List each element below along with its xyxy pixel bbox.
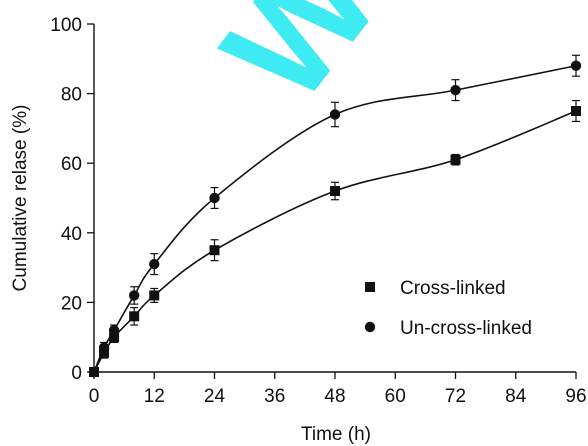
- series-1-point-5: [209, 192, 220, 204]
- series-0-point-6: [330, 186, 340, 197]
- y-axis-label: Cumulative relase (%): [10, 105, 31, 292]
- series-0-point-8: [571, 106, 581, 116]
- x-tick-label-12: 12: [144, 386, 165, 407]
- series-0: [89, 99, 581, 377]
- watermark-text: W: [191, 0, 411, 132]
- series-1-point-4: [149, 258, 160, 270]
- legend-label-0: Cross-linked: [400, 278, 506, 299]
- series-0-point-7: [450, 154, 461, 165]
- series-1-point-3: [128, 290, 140, 301]
- series-0-point-4: [149, 290, 160, 301]
- x-tick-label-84: 84: [505, 386, 527, 407]
- series-0-line: [93, 110, 577, 373]
- y-tick-label-20: 20: [61, 293, 82, 314]
- x-tick-label-96: 96: [565, 386, 586, 407]
- x-tick-label-0: 0: [89, 386, 100, 407]
- legend: Cross-linked Un-cross-linked: [364, 278, 532, 339]
- x-tick-label-48: 48: [324, 386, 345, 407]
- x-tick-label-36: 36: [264, 386, 285, 407]
- series-1-point-2: [108, 325, 120, 336]
- series-1-line: [93, 64, 577, 373]
- series-0-point-3: [129, 311, 140, 322]
- x-tick-label-72: 72: [445, 386, 466, 407]
- y-tick-label-40: 40: [61, 224, 82, 245]
- y-tick-label-80: 80: [61, 85, 82, 106]
- x-tick-label-24: 24: [204, 386, 226, 407]
- series: [88, 54, 582, 378]
- legend-label-1: Un-cross-linked: [400, 318, 532, 339]
- series-1-point-1: [98, 342, 110, 353]
- series-1-point-8: [570, 60, 582, 71]
- series-1-point-0: [88, 366, 100, 378]
- x-tick-label-60: 60: [385, 386, 406, 407]
- legend-marker-0: [365, 282, 375, 292]
- y-tick-label-100: 100: [50, 15, 82, 36]
- legend-marker-1: [364, 321, 376, 333]
- series-1-point-6: [329, 109, 341, 120]
- x-axis-label: Time (h): [301, 424, 371, 445]
- series-0-point-5: [209, 245, 220, 256]
- y-tick-label-60: 60: [61, 154, 82, 175]
- series-1: [88, 54, 582, 378]
- series-1-point-7: [450, 84, 461, 96]
- watermark: W: [191, 0, 411, 132]
- series-0-point-2: [109, 332, 120, 343]
- ticks: 0 12 24 36 48 60 72 84 96 0 20 40 60 80 100: [50, 15, 586, 407]
- y-tick-label-0: 0: [71, 363, 82, 384]
